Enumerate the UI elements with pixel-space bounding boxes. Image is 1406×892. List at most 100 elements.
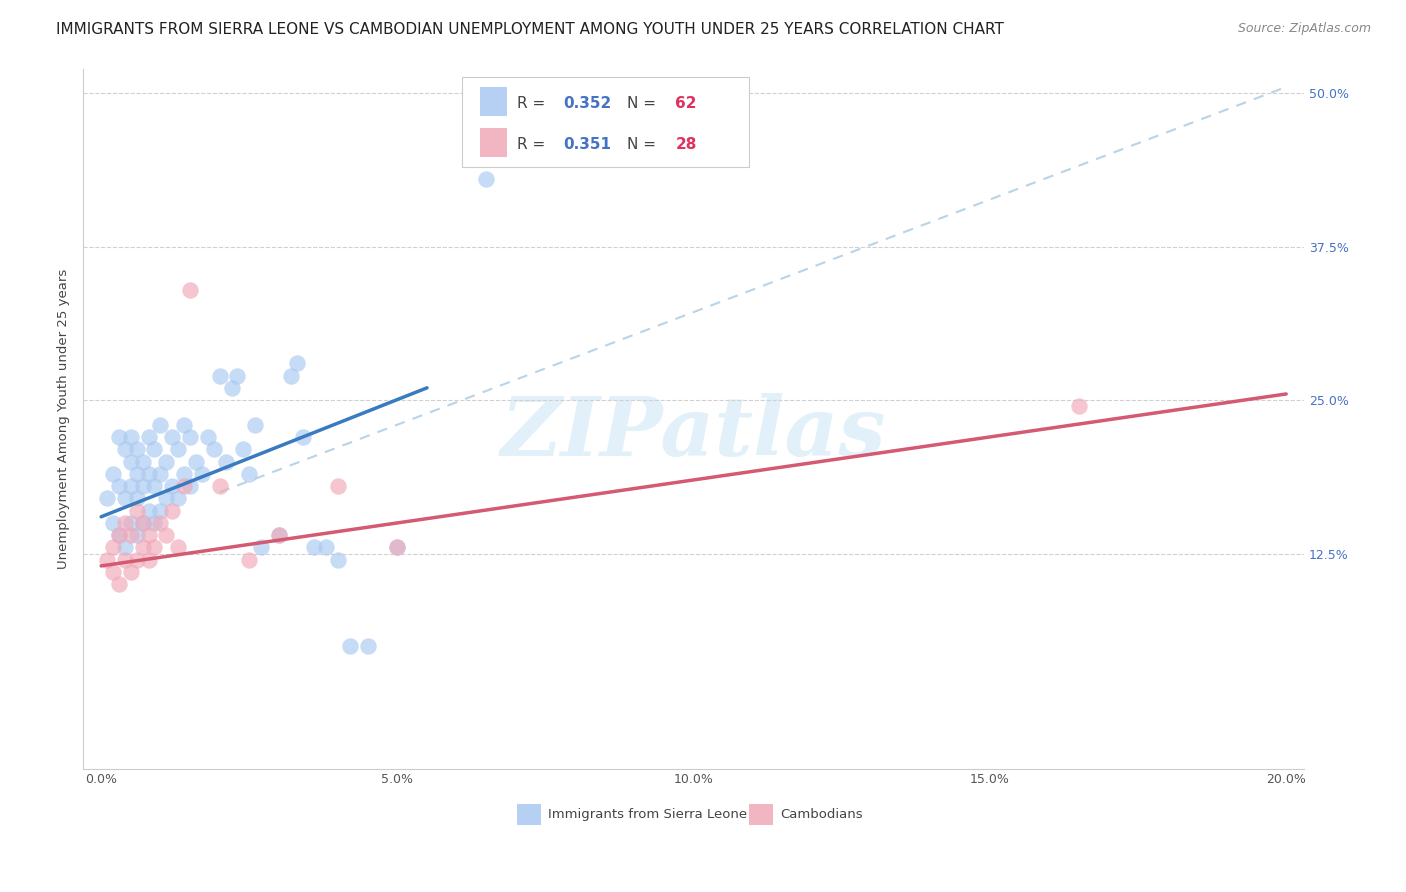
Point: [125, 467, 148, 481]
Point: [114, 541, 136, 555]
Point: [101, 541, 124, 555]
Point: [167, 442, 190, 457]
Point: [191, 467, 214, 481]
Point: [173, 479, 195, 493]
Point: [214, 454, 236, 468]
Point: [143, 479, 166, 493]
Point: [245, 417, 267, 432]
Point: [101, 467, 124, 481]
Point: [131, 479, 153, 493]
Text: 28: 28: [675, 137, 697, 153]
Point: [387, 541, 409, 555]
Point: [120, 430, 142, 444]
Point: [114, 442, 136, 457]
Point: [155, 454, 177, 468]
FancyBboxPatch shape: [479, 87, 508, 116]
Point: [291, 430, 314, 444]
Point: [108, 577, 131, 591]
Point: [357, 639, 380, 653]
Point: [267, 528, 290, 542]
Point: [120, 479, 142, 493]
Point: [138, 430, 160, 444]
Point: [238, 467, 260, 481]
Text: ZIPatlas: ZIPatlas: [501, 392, 886, 473]
Point: [114, 553, 136, 567]
Point: [208, 368, 231, 383]
Text: Cambodians: Cambodians: [780, 807, 863, 821]
Point: [96, 553, 118, 567]
Point: [101, 565, 124, 579]
Text: R =: R =: [516, 137, 550, 153]
Point: [173, 417, 195, 432]
Text: Source: ZipAtlas.com: Source: ZipAtlas.com: [1237, 22, 1371, 36]
Point: [149, 467, 172, 481]
Point: [114, 491, 136, 506]
Point: [114, 516, 136, 530]
Text: 0.352: 0.352: [562, 96, 612, 111]
Point: [149, 503, 172, 517]
Point: [131, 516, 153, 530]
Point: [120, 454, 142, 468]
Point: [125, 528, 148, 542]
Point: [285, 356, 308, 370]
Point: [162, 430, 184, 444]
Point: [162, 503, 184, 517]
Point: [238, 553, 260, 567]
Point: [108, 528, 131, 542]
Text: N =: N =: [627, 137, 661, 153]
FancyBboxPatch shape: [461, 77, 748, 167]
Point: [328, 479, 350, 493]
Point: [125, 553, 148, 567]
Point: [125, 442, 148, 457]
Point: [280, 368, 302, 383]
Point: [315, 541, 337, 555]
Point: [143, 516, 166, 530]
Point: [232, 442, 254, 457]
Point: [208, 479, 231, 493]
Point: [179, 479, 201, 493]
Point: [155, 491, 177, 506]
Point: [120, 565, 142, 579]
Point: [108, 479, 131, 493]
Point: [131, 454, 153, 468]
Text: R =: R =: [516, 96, 550, 111]
Text: 62: 62: [675, 96, 697, 111]
Point: [226, 368, 249, 383]
Point: [149, 417, 172, 432]
Point: [138, 503, 160, 517]
Point: [304, 541, 326, 555]
Point: [179, 430, 201, 444]
FancyBboxPatch shape: [479, 128, 508, 158]
Point: [131, 516, 153, 530]
Point: [138, 467, 160, 481]
Point: [108, 528, 131, 542]
Point: [173, 467, 195, 481]
Point: [387, 541, 409, 555]
Point: [101, 516, 124, 530]
Text: Immigrants from Sierra Leone: Immigrants from Sierra Leone: [548, 807, 748, 821]
Text: N =: N =: [627, 96, 661, 111]
Point: [475, 172, 498, 186]
Point: [202, 442, 225, 457]
Point: [162, 479, 184, 493]
Point: [250, 541, 273, 555]
Point: [167, 541, 190, 555]
FancyBboxPatch shape: [748, 804, 773, 824]
FancyBboxPatch shape: [516, 804, 541, 824]
Text: 0.351: 0.351: [562, 137, 612, 153]
Point: [149, 516, 172, 530]
Point: [120, 528, 142, 542]
Y-axis label: Unemployment Among Youth under 25 years: Unemployment Among Youth under 25 years: [58, 268, 70, 569]
Point: [184, 454, 207, 468]
Point: [138, 553, 160, 567]
Point: [131, 541, 153, 555]
Point: [125, 503, 148, 517]
Point: [167, 491, 190, 506]
Point: [108, 430, 131, 444]
Point: [96, 491, 118, 506]
Point: [1067, 399, 1090, 413]
Point: [143, 442, 166, 457]
Point: [221, 381, 243, 395]
Point: [328, 553, 350, 567]
Point: [179, 283, 201, 297]
